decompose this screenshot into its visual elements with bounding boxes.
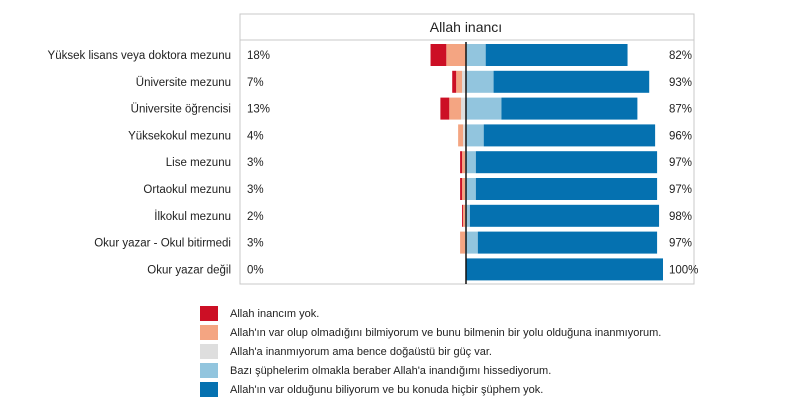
legend-label: Bazı şüphelerim olmakla beraber Allah'a …: [230, 364, 552, 377]
bar-segment: [469, 204, 660, 227]
bar-segment: [462, 151, 466, 174]
bar-segment: [466, 124, 484, 147]
chart-title: Allah inancı: [430, 19, 502, 35]
bar-segment: [466, 70, 494, 93]
category-label: İlkokul mezunu: [154, 210, 231, 223]
bar-segment: [461, 97, 466, 120]
left-total-label: 0%: [247, 264, 264, 276]
legend-swatch: [200, 306, 218, 321]
chart: Yüksek lisans veya doktora mezunu 18% 82% Ü…: [48, 13, 698, 285]
category-label: Lise mezunu: [166, 157, 231, 169]
legend-item: Bazı şüphelerim olmakla beraber Allah'a …: [200, 361, 661, 380]
legend-swatch: [200, 363, 218, 378]
left-total-label: 7%: [247, 77, 264, 89]
bar-segment: [485, 44, 628, 66]
right-total-label: 98%: [669, 211, 692, 223]
bar-segment: [440, 97, 450, 120]
bar-segment: [446, 44, 466, 66]
bar-segment: [475, 178, 658, 200]
legend-label: Allah'ın var olup olmadığını bilmiyorum …: [230, 326, 662, 339]
bar-segment: [430, 44, 447, 66]
category-label: Okur yazar - Okul bitirmedi: [94, 238, 231, 250]
category-label: Üniversite mezunu: [136, 77, 231, 89]
bar-segment: [463, 204, 466, 227]
bar-segment: [466, 204, 470, 227]
bar-segment: [477, 231, 658, 254]
legend-swatch: [200, 344, 218, 359]
bar-segment: [466, 97, 502, 120]
chart-frame: [239, 13, 695, 285]
right-total-label: 96%: [669, 130, 692, 142]
right-total-label: 97%: [669, 157, 692, 169]
bar-segment: [462, 70, 466, 93]
bar-segment: [456, 70, 463, 93]
right-total-label: 97%: [669, 184, 692, 196]
legend: Allah inancım yok. Allah'ın var olup olma…: [200, 304, 661, 399]
bar-segment: [462, 204, 464, 227]
legend-swatch: [200, 325, 218, 340]
bar-segment: [462, 178, 466, 200]
bar-segment: [460, 178, 463, 200]
bar-segment: [460, 231, 466, 254]
bar-segment: [452, 70, 457, 93]
category-label: Okur yazar değil: [147, 264, 231, 276]
category-label: Ortaokul mezunu: [143, 184, 231, 196]
left-total-label: 13%: [247, 104, 270, 116]
legend-item: Allah'a inanmıyorum ama bence doğaüstü b…: [200, 342, 661, 361]
right-total-label: 97%: [669, 238, 692, 250]
left-total-label: 2%: [247, 211, 264, 223]
left-total-label: 18%: [247, 50, 270, 62]
bar-segment: [466, 151, 476, 174]
category-label: Yüksekokul mezunu: [128, 130, 231, 142]
left-total-label: 3%: [247, 184, 264, 196]
bar-segment: [483, 124, 656, 147]
left-total-label: 3%: [247, 238, 264, 250]
legend-label: Allah'ın var olduğunu biliyorum ve bu ko…: [230, 383, 544, 396]
bar-segment: [466, 178, 476, 200]
bar-segment: [466, 258, 663, 281]
right-total-label: 87%: [669, 104, 692, 116]
left-total-label: 4%: [247, 130, 264, 142]
bar-segment: [466, 231, 478, 254]
category-label: Yüksek lisans veya doktora mezunu: [48, 50, 231, 62]
bar-segment: [458, 124, 464, 147]
bar-segment: [501, 97, 638, 120]
legend-item: Allah inancım yok.: [200, 304, 661, 323]
legend-item: Allah'ın var olduğunu biliyorum ve bu ko…: [200, 380, 661, 399]
bar-segment: [493, 70, 650, 93]
right-total-label: 93%: [669, 77, 692, 89]
bar-segment: [449, 97, 462, 120]
bar-segment: [475, 151, 658, 174]
legend-label: Allah'a inanmıyorum ama bence doğaüstü b…: [230, 345, 492, 358]
legend-swatch: [200, 382, 218, 397]
bar-segment: [466, 44, 486, 66]
left-total-label: 3%: [247, 157, 264, 169]
category-label: Üniversite öğrencisi: [131, 104, 231, 116]
legend-label: Allah inancım yok.: [230, 307, 320, 320]
right-total-label: 82%: [669, 50, 692, 62]
right-total-label: 100%: [669, 264, 698, 276]
bar-segment: [460, 151, 463, 174]
legend-item: Allah'ın var olup olmadığını bilmiyorum …: [200, 323, 661, 342]
bar-segment: [463, 124, 466, 147]
